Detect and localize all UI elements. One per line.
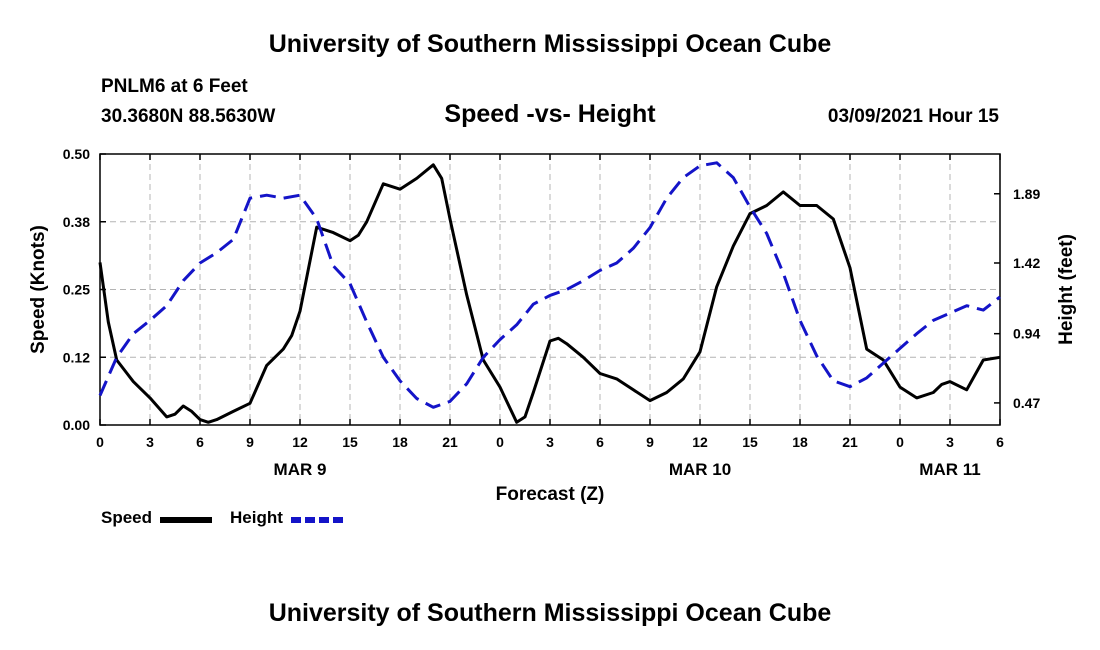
y2-tick-label: 1.89 bbox=[1013, 186, 1040, 202]
legend-height-label: Height bbox=[230, 508, 283, 527]
page-title: University of Southern Mississippi Ocean… bbox=[268, 30, 832, 58]
y2-axis-title: Height (feet) bbox=[1056, 234, 1077, 345]
x-tick-label: 9 bbox=[646, 434, 654, 450]
x-tick-label: 15 bbox=[342, 434, 358, 450]
x-tick-label: 9 bbox=[246, 434, 254, 450]
forecast-datetime: 03/09/2021 Hour 15 bbox=[827, 106, 999, 127]
day-label: MAR 11 bbox=[919, 460, 980, 479]
x-tick-label: 21 bbox=[842, 434, 858, 450]
day-label: MAR 10 bbox=[669, 460, 731, 479]
y-tick-label: 0.25 bbox=[63, 282, 90, 298]
x-axis-title: Forecast (Z) bbox=[496, 484, 605, 505]
x-tick-label: 6 bbox=[196, 434, 204, 450]
x-tick-label: 0 bbox=[896, 434, 904, 450]
legend-speed-label: Speed bbox=[101, 508, 153, 527]
x-tick-label: 3 bbox=[146, 434, 154, 450]
x-tick-label: 12 bbox=[692, 434, 708, 450]
x-tick-label: 3 bbox=[546, 434, 554, 450]
x-tick-label: 0 bbox=[96, 434, 104, 450]
y-tick-label: 0.00 bbox=[63, 417, 90, 433]
x-tick-label: 0 bbox=[496, 434, 504, 450]
coordinates-label: 30.3680N 88.5630W bbox=[101, 106, 276, 127]
y-tick-label: 0.12 bbox=[63, 349, 90, 365]
y2-tick-label: 0.94 bbox=[1013, 326, 1040, 342]
y2-tick-label: 0.47 bbox=[1013, 395, 1040, 411]
y-axis-title: Speed (Knots) bbox=[28, 225, 49, 354]
x-tick-label: 15 bbox=[742, 434, 758, 450]
height-series-line bbox=[98, 161, 1001, 409]
x-tick-label: 3 bbox=[946, 434, 954, 450]
x-tick-label: 6 bbox=[996, 434, 1004, 450]
y2-tick-label: 1.42 bbox=[1013, 255, 1040, 271]
day-label: MAR 9 bbox=[274, 460, 327, 479]
y-tick-label: 0.50 bbox=[63, 146, 90, 162]
y-tick-label: 0.38 bbox=[63, 214, 90, 230]
x-tick-label: 12 bbox=[292, 434, 308, 450]
chart-title: Speed -vs- Height bbox=[444, 100, 656, 128]
speed-series-line bbox=[98, 163, 1001, 424]
x-tick-label: 18 bbox=[392, 434, 408, 450]
x-tick-label: 21 bbox=[442, 434, 458, 450]
x-tick-label: 18 bbox=[792, 434, 808, 450]
x-tick-label: 6 bbox=[596, 434, 604, 450]
footer-title: University of Southern Mississippi Ocean… bbox=[268, 599, 832, 627]
station-label: PNLM6 at 6 Feet bbox=[101, 76, 248, 97]
